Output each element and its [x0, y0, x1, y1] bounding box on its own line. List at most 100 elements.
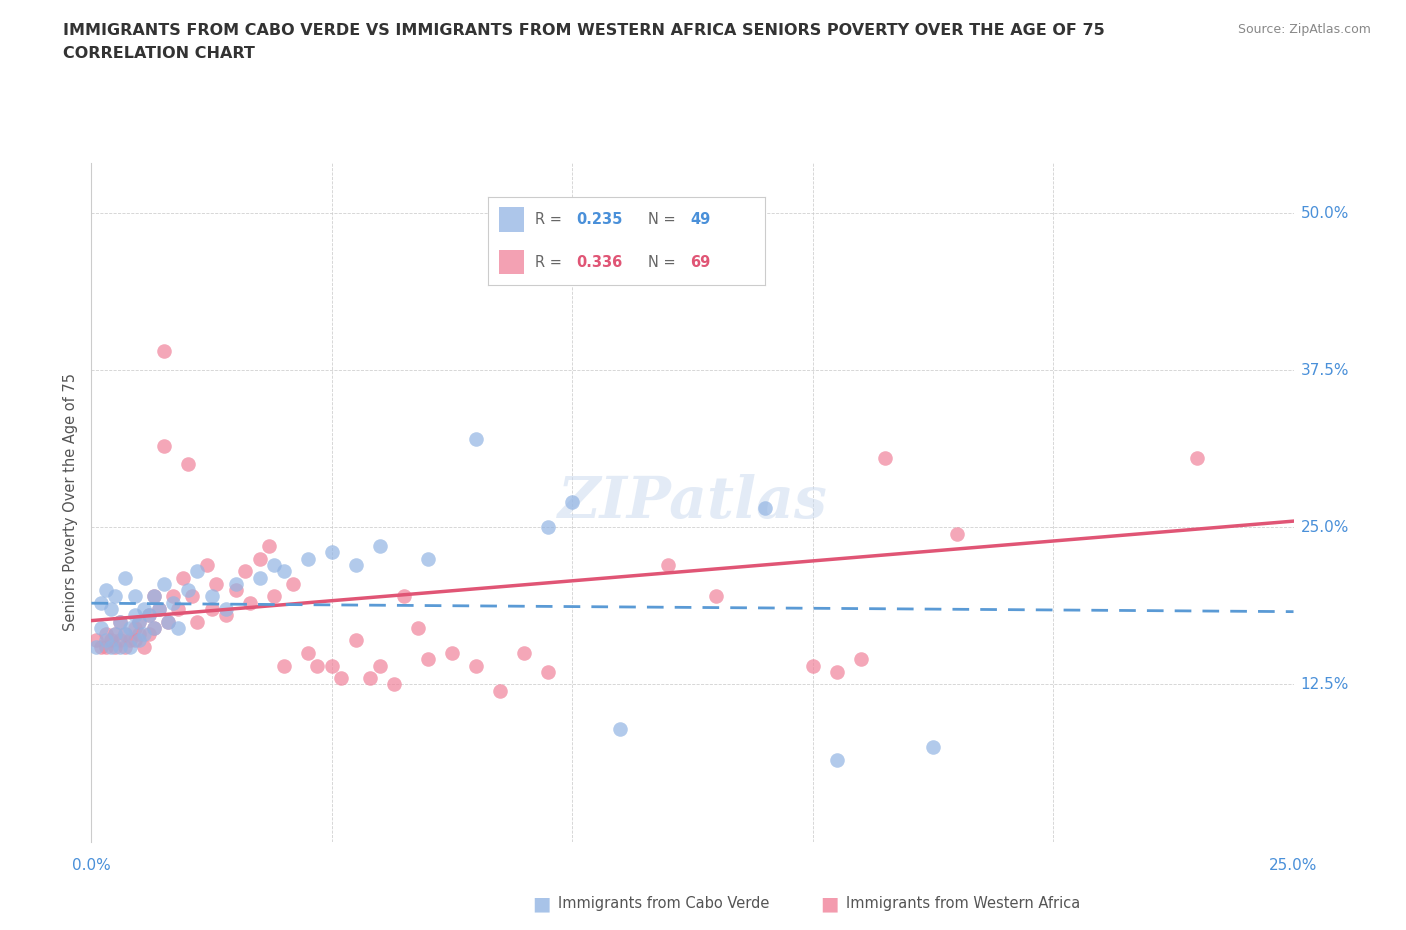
Text: R =: R = [536, 212, 567, 227]
Text: ■: ■ [820, 895, 839, 913]
Point [825, 665, 848, 680]
Point [465, 432, 488, 446]
Point [100, 639, 122, 654]
Point [946, 526, 969, 541]
Point [138, 608, 160, 623]
Point [249, 551, 271, 566]
Point [754, 501, 776, 516]
Point [148, 602, 170, 617]
Point [128, 614, 150, 629]
Text: 50.0%: 50.0% [1301, 206, 1348, 220]
Point [124, 620, 146, 635]
Point [138, 627, 160, 642]
Point [94, 627, 117, 642]
Point [142, 620, 165, 635]
Point [561, 206, 583, 220]
Point [138, 608, 160, 623]
Point [215, 602, 238, 617]
Point [114, 639, 136, 654]
Point [263, 589, 285, 604]
Point [922, 740, 945, 755]
Point [110, 614, 132, 629]
Point [152, 438, 174, 453]
Text: 69: 69 [690, 255, 710, 270]
Point [359, 671, 381, 685]
Point [134, 627, 156, 642]
Point [124, 589, 146, 604]
Point [104, 627, 127, 642]
Point [167, 620, 190, 635]
Point [465, 658, 488, 673]
Point [142, 589, 165, 604]
Text: Source: ZipAtlas.com: Source: ZipAtlas.com [1237, 23, 1371, 36]
Point [201, 602, 224, 617]
Point [825, 752, 848, 767]
Point [201, 589, 224, 604]
Point [128, 627, 150, 642]
Point [440, 645, 463, 660]
Text: IMMIGRANTS FROM CABO VERDE VS IMMIGRANTS FROM WESTERN AFRICA SENIORS POVERTY OVE: IMMIGRANTS FROM CABO VERDE VS IMMIGRANTS… [63, 23, 1105, 38]
Text: ■: ■ [531, 895, 551, 913]
Text: 0.336: 0.336 [576, 255, 623, 270]
Point [94, 583, 117, 598]
Point [84, 633, 107, 648]
Point [249, 570, 271, 585]
Y-axis label: Seniors Poverty Over the Age of 75: Seniors Poverty Over the Age of 75 [63, 373, 79, 631]
Text: CORRELATION CHART: CORRELATION CHART [63, 46, 254, 61]
Text: R =: R = [536, 255, 567, 270]
Text: 25.0%: 25.0% [1270, 858, 1317, 873]
Text: N =: N = [648, 255, 681, 270]
Point [408, 620, 430, 635]
Point [124, 608, 146, 623]
Text: 25.0%: 25.0% [1301, 520, 1348, 535]
Point [195, 558, 218, 573]
Text: Immigrants from Cabo Verde: Immigrants from Cabo Verde [558, 897, 769, 911]
Point [94, 633, 117, 648]
Point [128, 633, 150, 648]
Point [344, 633, 367, 648]
Bar [499, 207, 524, 232]
Point [152, 577, 174, 591]
Point [104, 639, 127, 654]
Point [157, 614, 180, 629]
Point [142, 589, 165, 604]
Point [114, 627, 136, 642]
Point [609, 721, 631, 736]
Point [205, 577, 228, 591]
Text: 49: 49 [690, 212, 710, 227]
Point [382, 677, 405, 692]
Point [609, 237, 631, 252]
Point [368, 658, 391, 673]
Point [100, 633, 122, 648]
Point [90, 639, 112, 654]
Point [90, 595, 112, 610]
Point [259, 538, 281, 553]
Text: Immigrants from Western Africa: Immigrants from Western Africa [846, 897, 1081, 911]
Point [157, 614, 180, 629]
Point [537, 520, 560, 535]
Point [104, 627, 127, 642]
Point [1187, 451, 1209, 466]
Point [110, 633, 132, 648]
Point [849, 652, 872, 667]
Point [297, 645, 319, 660]
Point [297, 551, 319, 566]
Point [283, 577, 305, 591]
Point [392, 589, 415, 604]
Point [416, 551, 439, 566]
Point [176, 583, 198, 598]
Point [416, 652, 439, 667]
Point [186, 614, 208, 629]
Point [114, 570, 136, 585]
Text: 0.0%: 0.0% [72, 858, 111, 873]
Point [225, 583, 247, 598]
Point [84, 639, 107, 654]
Point [561, 495, 583, 510]
Point [368, 538, 391, 553]
Point [489, 684, 512, 698]
Point [801, 658, 824, 673]
Point [142, 620, 165, 635]
Point [110, 614, 132, 629]
Point [225, 577, 247, 591]
Point [110, 639, 132, 654]
